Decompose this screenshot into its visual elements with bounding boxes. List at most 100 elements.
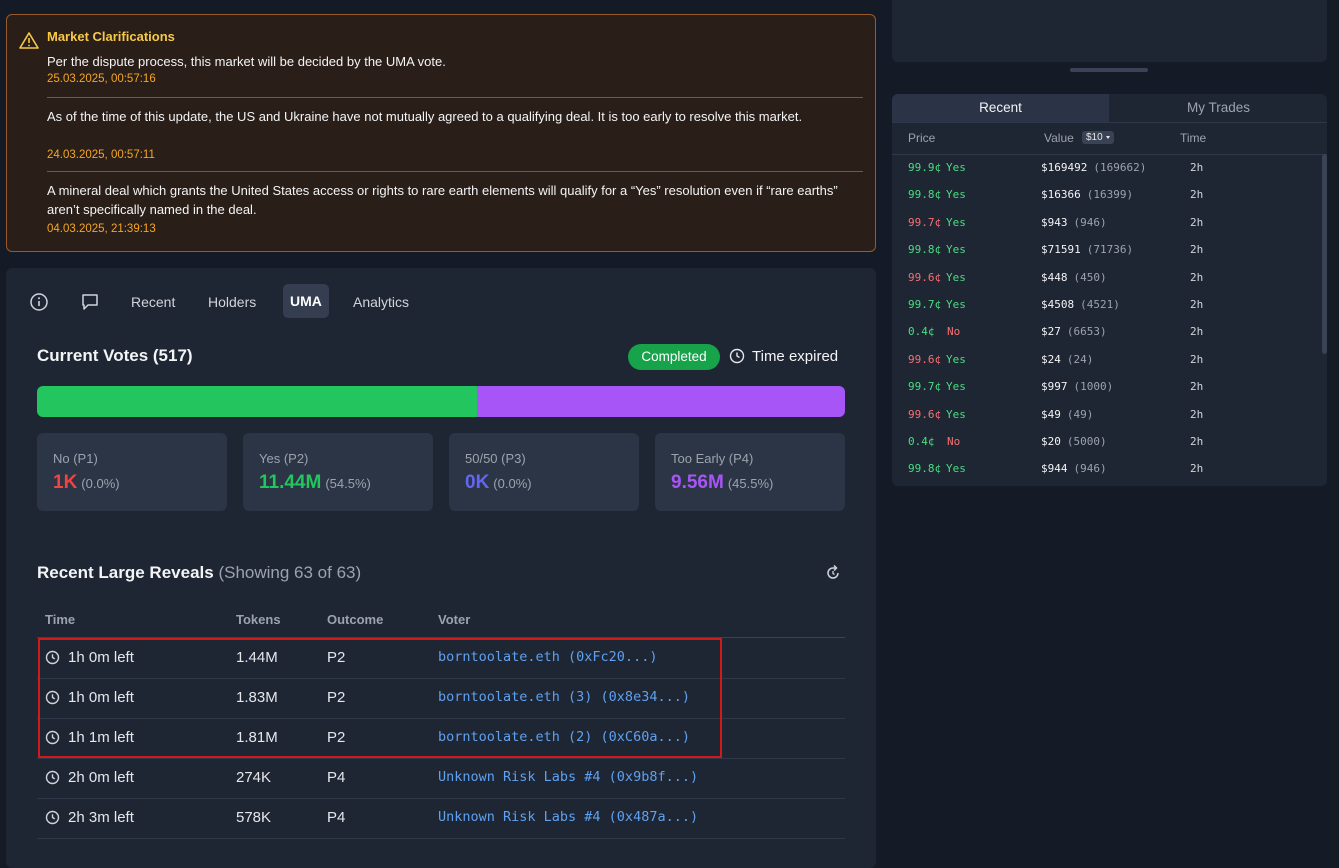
trade-price: 99.6¢ <box>908 407 942 421</box>
trade-value: $24 <box>1041 352 1061 366</box>
cell-outcome: P2 <box>327 649 346 666</box>
trade-price: 0.4¢ <box>908 435 935 448</box>
vote-card: Yes (P2) 11.44M (54.5%) <box>243 433 433 511</box>
trade-side: Yes <box>946 188 966 202</box>
clock-glyph <box>45 770 60 785</box>
tab[interactable]: Analytics <box>353 294 410 310</box>
scrollbar[interactable] <box>1322 154 1327 354</box>
voter-link[interactable]: borntoolate.eth (3) (0x8e34...) <box>438 689 690 705</box>
trade-value-line: $943 (946) <box>1041 216 1107 229</box>
trade-value: $71591 <box>1041 243 1081 257</box>
option-amount-line: 9.56M (45.5%) <box>671 472 773 494</box>
reveals-title-text: Recent Large Reveals <box>37 563 214 582</box>
trade-value: $944 <box>1041 462 1068 476</box>
trades-column-header: Time <box>1180 131 1207 145</box>
refresh-icon[interactable] <box>824 564 842 582</box>
trades-column-header: Price <box>908 131 936 145</box>
cell-outcome: P4 <box>327 809 346 826</box>
trade-side: Yes <box>946 462 966 476</box>
trade-value-line: $16366 (16399) <box>1041 188 1133 201</box>
option-amount-line: 1K (0.0%) <box>53 472 120 494</box>
trade-time: 2h <box>1190 215 1204 229</box>
trade-price: 99.9¢ <box>908 161 942 174</box>
option-label: Yes (P2) <box>259 451 309 466</box>
resize-handle[interactable] <box>1070 68 1148 72</box>
trade-price: 99.6¢ <box>908 270 942 284</box>
tab[interactable]: UMA <box>283 284 329 318</box>
reveals-title: Recent Large Reveals (Showing 63 of 63) <box>37 563 361 583</box>
clock-icon <box>45 810 60 830</box>
trade-time: 2h <box>1190 462 1204 476</box>
tab[interactable]: Holders <box>208 294 257 310</box>
cell-time: 1h 0m left <box>68 649 134 666</box>
value-filter[interactable]: $10 <box>1082 131 1114 144</box>
trade-side: Yes <box>946 243 966 257</box>
trade-side: Yes <box>946 380 966 394</box>
trade-time: 2h <box>1190 352 1204 366</box>
trade-value: $27 <box>1041 325 1061 339</box>
trade-value-line: $4508 (4521) <box>1041 298 1120 311</box>
option-amount: 1K <box>53 472 78 493</box>
vote-card: Too Early (P4) 9.56M (45.5%) <box>655 433 845 511</box>
info-icon[interactable] <box>29 292 49 312</box>
clarification-date: 24.03.2025, 00:57:11 <box>47 149 155 161</box>
header-divider <box>37 637 845 638</box>
trade-value-line: $49 (49) <box>1041 408 1093 421</box>
tab[interactable]: Recent <box>131 294 176 310</box>
clock-icon <box>45 770 60 790</box>
trade-value: $49 <box>1041 407 1061 421</box>
cell-time: 1h 0m left <box>68 689 134 706</box>
row-divider <box>37 758 845 759</box>
trade-value: $4508 <box>1041 298 1075 311</box>
trade-time: 2h <box>1190 380 1204 394</box>
column-header: Voter <box>438 612 471 627</box>
trade-price: 99.6¢ <box>908 352 942 366</box>
voter-link[interactable]: borntoolate.eth (2) (0xC60a...) <box>438 729 690 745</box>
voter-link[interactable]: Unknown Risk Labs #4 (0x9b8f...) <box>438 769 699 785</box>
filter-value: $10 <box>1086 132 1103 143</box>
trade-price: 99.8¢ <box>908 462 942 476</box>
status-badge: Completed <box>628 344 720 370</box>
trade-value: $997 <box>1041 380 1068 394</box>
trade-raw: (6653) <box>1066 325 1107 339</box>
trade-side: Yes <box>946 407 966 421</box>
cell-time: 1h 1m left <box>68 729 134 746</box>
trade-side: Yes <box>946 215 966 229</box>
cell-time: 2h 3m left <box>68 809 134 826</box>
header-divider <box>892 154 1327 155</box>
trade-raw: (169662) <box>1093 161 1147 174</box>
side-top-panel <box>892 0 1327 62</box>
trade-side: Yes <box>946 270 966 284</box>
cell-tokens: 578K <box>236 809 272 826</box>
trade-time: 2h <box>1190 298 1204 311</box>
row-divider <box>37 678 845 679</box>
voter-link[interactable]: Unknown Risk Labs #4 (0x487a...) <box>438 809 699 825</box>
trade-raw: (946) <box>1073 215 1107 229</box>
vote-segment <box>477 386 845 417</box>
trade-value-line: $20 (5000) <box>1041 435 1107 448</box>
trade-value-line: $27 (6653) <box>1041 325 1107 338</box>
trade-side: Yes <box>946 161 966 174</box>
clarification-text: Per the dispute process, this market wil… <box>47 54 446 69</box>
clock-glyph <box>45 690 60 705</box>
vote-bar <box>37 386 845 417</box>
trade-value-line: $71591 (71736) <box>1041 243 1133 256</box>
trades-tab[interactable]: My Trades <box>1186 100 1251 115</box>
trade-time: 2h <box>1190 270 1204 284</box>
option-amount: 11.44M <box>259 472 322 493</box>
comments-icon[interactable] <box>80 292 100 312</box>
divider <box>47 171 863 172</box>
trades-tab[interactable]: Recent <box>892 94 1109 122</box>
option-share: (54.5%) <box>325 476 371 491</box>
voter-link[interactable]: borntoolate.eth (0xFc20...) <box>438 649 658 665</box>
trade-time: 2h <box>1190 407 1204 421</box>
time-status: Time expired <box>752 348 839 365</box>
clarification-text: A mineral deal which grants the United S… <box>47 183 838 217</box>
trade-raw: (5000) <box>1066 435 1107 448</box>
uma-panel: Recent Holders UMA Analytics Current Votes … <box>6 268 876 868</box>
trade-value: $943 <box>1041 215 1068 229</box>
row-divider <box>37 838 845 839</box>
trade-time: 2h <box>1190 435 1204 448</box>
trade-price: 99.7¢ <box>908 298 942 311</box>
clarifications-title: Market Clarifications <box>47 29 175 44</box>
